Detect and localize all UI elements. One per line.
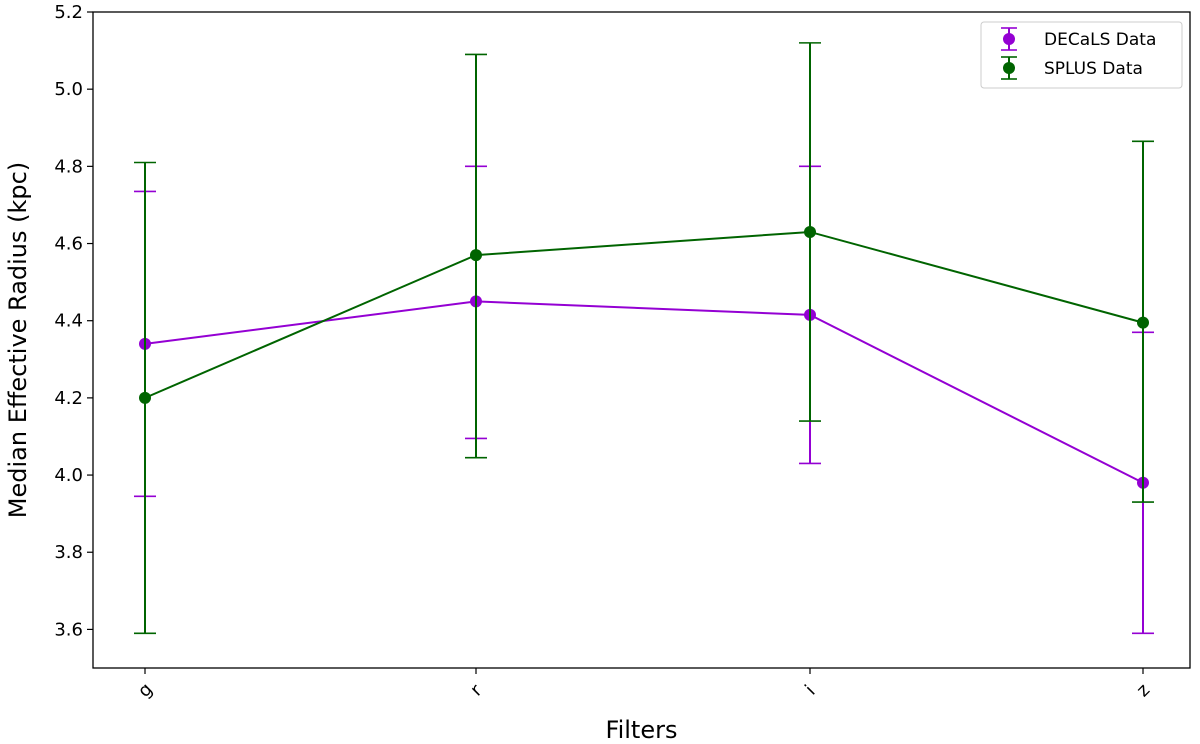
x-tick-label: r [466, 680, 487, 701]
legend-item: SPLUS Data [1001, 56, 1143, 80]
legend-box [980, 21, 1183, 89]
legend-marker [1003, 62, 1015, 74]
legend: DECaLS Data SPLUS Data [980, 21, 1183, 89]
series-line [144, 300, 1144, 484]
y-tick-label: 3.6 [54, 619, 83, 640]
legend-marker [1003, 33, 1015, 45]
series-0 [134, 165, 1154, 635]
data-point [804, 225, 816, 238]
x-tick-label: i [801, 681, 819, 699]
y-tick-label: 5.2 [54, 2, 83, 23]
series-layer [134, 42, 1154, 635]
x-axis-label: Filters [606, 716, 678, 744]
y-axis-label: Median Effective Radius (kpc) [4, 162, 32, 518]
series-line [144, 230, 1144, 399]
y-tick-label: 4.2 [54, 388, 83, 409]
x-tick-label: z [1133, 680, 1155, 702]
x-tick-label: g [134, 679, 157, 702]
y-tick-label: 4.4 [54, 311, 83, 332]
series-1 [134, 42, 1154, 635]
data-point [470, 249, 482, 262]
y-tick-label: 4.6 [54, 234, 83, 255]
y-tick-label: 5.0 [54, 79, 83, 100]
legend-label: DECaLS Data [1044, 30, 1156, 50]
y-axis: 3.6 3.8 4.0 4.2 4.4 4.6 4.8 5.0 5.2 [54, 2, 93, 640]
legend-label: SPLUS Data [1044, 59, 1143, 79]
y-tick-label: 4.8 [54, 156, 83, 177]
data-point [1137, 316, 1149, 329]
plot-frame [92, 11, 1191, 669]
y-tick-label: 4.0 [54, 465, 83, 486]
data-point [139, 391, 151, 404]
y-tick-label: 3.8 [54, 542, 83, 563]
legend-item: DECaLS Data [1001, 27, 1156, 51]
